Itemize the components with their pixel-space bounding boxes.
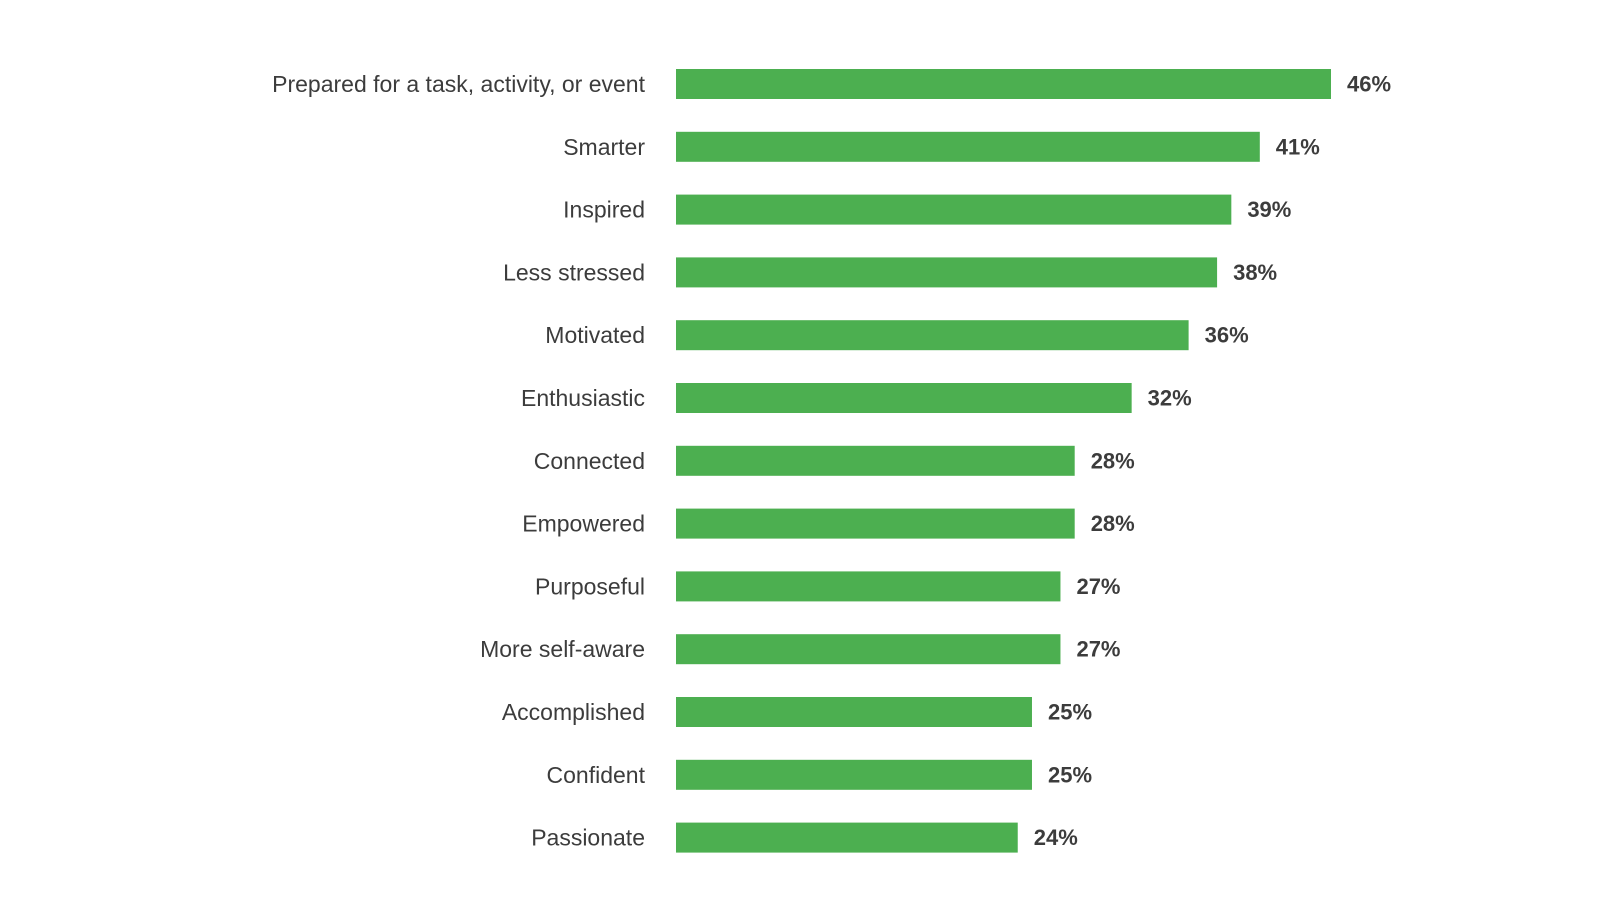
category-label: Passionate	[531, 825, 645, 851]
value-label: 46%	[1347, 72, 1391, 97]
bar	[676, 697, 1032, 727]
category-label: Confident	[547, 762, 646, 788]
bar	[676, 759, 1032, 790]
category-label: Enthusiastic	[521, 385, 645, 411]
bar	[676, 320, 1189, 351]
category-label: Prepared for a task, activity, or event	[272, 71, 645, 97]
bar	[676, 445, 1075, 476]
bar	[676, 257, 1218, 288]
value-label: 36%	[1205, 323, 1249, 348]
bar	[676, 508, 1075, 539]
value-label: 41%	[1276, 134, 1320, 159]
bar	[676, 634, 1061, 665]
value-label: 27%	[1076, 637, 1120, 662]
bar	[676, 69, 1331, 99]
bar	[676, 131, 1260, 162]
value-label: 25%	[1048, 700, 1092, 725]
value-labels: 46% 41% 39% 38% 36% 32% 28% 28% 27% 27% 25% 25% 24%	[1034, 72, 1391, 851]
value-label: 28%	[1091, 448, 1135, 473]
value-label: 28%	[1091, 511, 1135, 536]
category-label: Purposeful	[535, 573, 645, 599]
category-label: Motivated	[545, 322, 645, 348]
category-labels: Prepared for a task, activity, or event S…	[272, 71, 645, 851]
category-label: Connected	[534, 448, 645, 474]
value-label: 24%	[1034, 825, 1078, 850]
bar	[676, 383, 1132, 413]
category-label: Less stressed	[503, 259, 645, 285]
bar	[676, 194, 1232, 225]
bar	[676, 571, 1061, 602]
value-label: 39%	[1247, 197, 1291, 222]
bars	[676, 69, 1331, 853]
category-label: Accomplished	[502, 699, 645, 725]
category-label: Empowered	[522, 511, 645, 537]
value-label: 25%	[1048, 762, 1092, 787]
bar	[676, 822, 1018, 853]
category-label: Smarter	[563, 134, 645, 160]
value-label: 38%	[1233, 260, 1277, 285]
category-label: More self-aware	[480, 636, 645, 662]
value-label: 27%	[1076, 574, 1120, 599]
category-label: Inspired	[563, 197, 645, 223]
value-label: 32%	[1148, 386, 1192, 411]
